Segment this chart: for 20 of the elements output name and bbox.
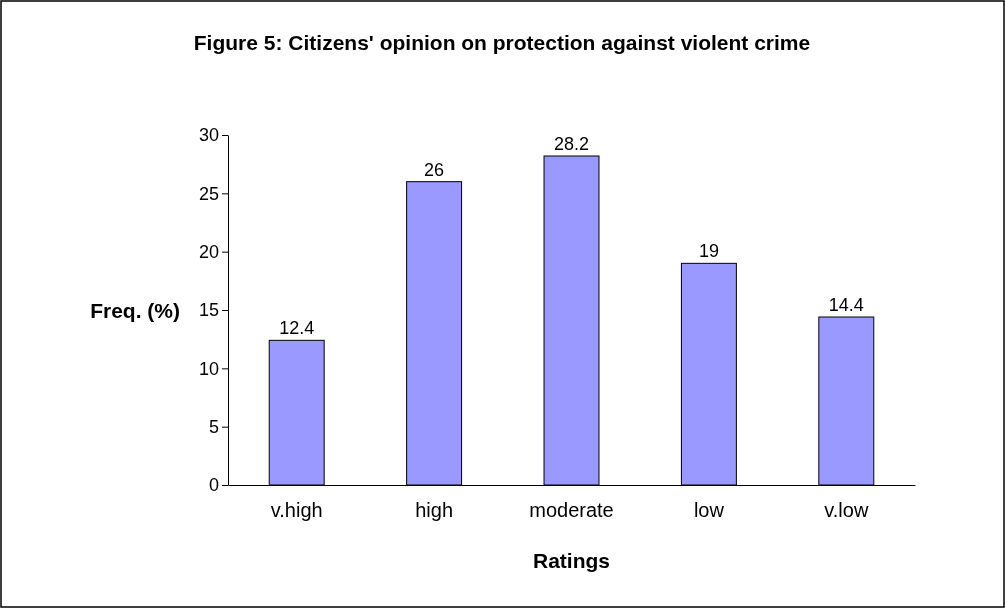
y-tick-label: 25 bbox=[198, 183, 219, 204]
chart-title: Figure 5: Citizens' opinion on protection against violent crime bbox=[193, 31, 811, 54]
x-axis-title: Ratings bbox=[532, 549, 611, 572]
data-label: 12.4 bbox=[279, 318, 315, 339]
x-tick-label: moderate bbox=[529, 499, 614, 522]
x-tick-label: v.high bbox=[270, 499, 323, 522]
data-label: 26 bbox=[424, 159, 445, 180]
x-tick-label: high bbox=[415, 499, 454, 522]
data-label: 28.2 bbox=[553, 134, 590, 154]
x-tick-label: low bbox=[693, 499, 725, 522]
y-axis-title: Freq. (%) bbox=[90, 299, 180, 322]
x-tick-label: v.low bbox=[824, 499, 869, 522]
y-tick-label: 15 bbox=[198, 300, 219, 321]
y-tick-label: 30 bbox=[198, 125, 219, 146]
y-tick-label: 10 bbox=[198, 358, 219, 379]
y-tick-label: 5 bbox=[208, 416, 219, 437]
y-tick-label: 0 bbox=[208, 475, 219, 496]
data-label: 14.4 bbox=[828, 295, 864, 315]
data-label: 19 bbox=[698, 241, 719, 262]
y-tick-label: 20 bbox=[198, 241, 219, 262]
